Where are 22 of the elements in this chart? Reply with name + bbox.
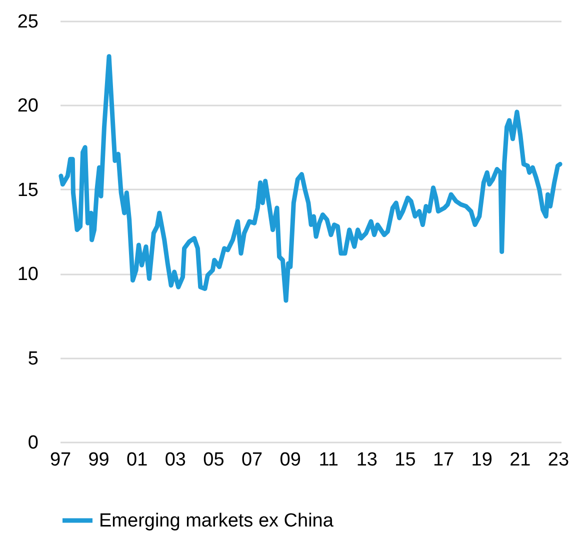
legend-label: Emerging markets ex China xyxy=(99,510,334,532)
x-tick-label: 05 xyxy=(203,450,224,470)
x-tick-label: 21 xyxy=(510,450,531,470)
line-series xyxy=(58,54,562,303)
x-tick-label: 23 xyxy=(548,450,570,470)
y-tick-label: 15 xyxy=(17,180,38,201)
y-tick-label: 10 xyxy=(17,264,38,286)
y-tick-label: 20 xyxy=(17,96,38,117)
x-tick-label: 09 xyxy=(280,450,301,470)
x-tick-label: 01 xyxy=(126,450,148,470)
x-tick-label: 13 xyxy=(356,450,378,470)
x-tick-label: 07 xyxy=(241,450,263,470)
x-tick-label: 97 xyxy=(50,450,72,470)
y-tick-label: 25 xyxy=(17,12,38,32)
x-tick-label: 19 xyxy=(471,450,492,470)
x-tick-label: 03 xyxy=(164,450,186,470)
x-tick-label: 11 xyxy=(318,450,338,470)
y-tick-label: 5 xyxy=(28,348,38,370)
y-tick-label: 0 xyxy=(28,432,38,454)
x-tick-label: 15 xyxy=(394,450,416,470)
x-tick-label: 99 xyxy=(88,450,110,470)
x-tick-label: 17 xyxy=(432,450,454,470)
